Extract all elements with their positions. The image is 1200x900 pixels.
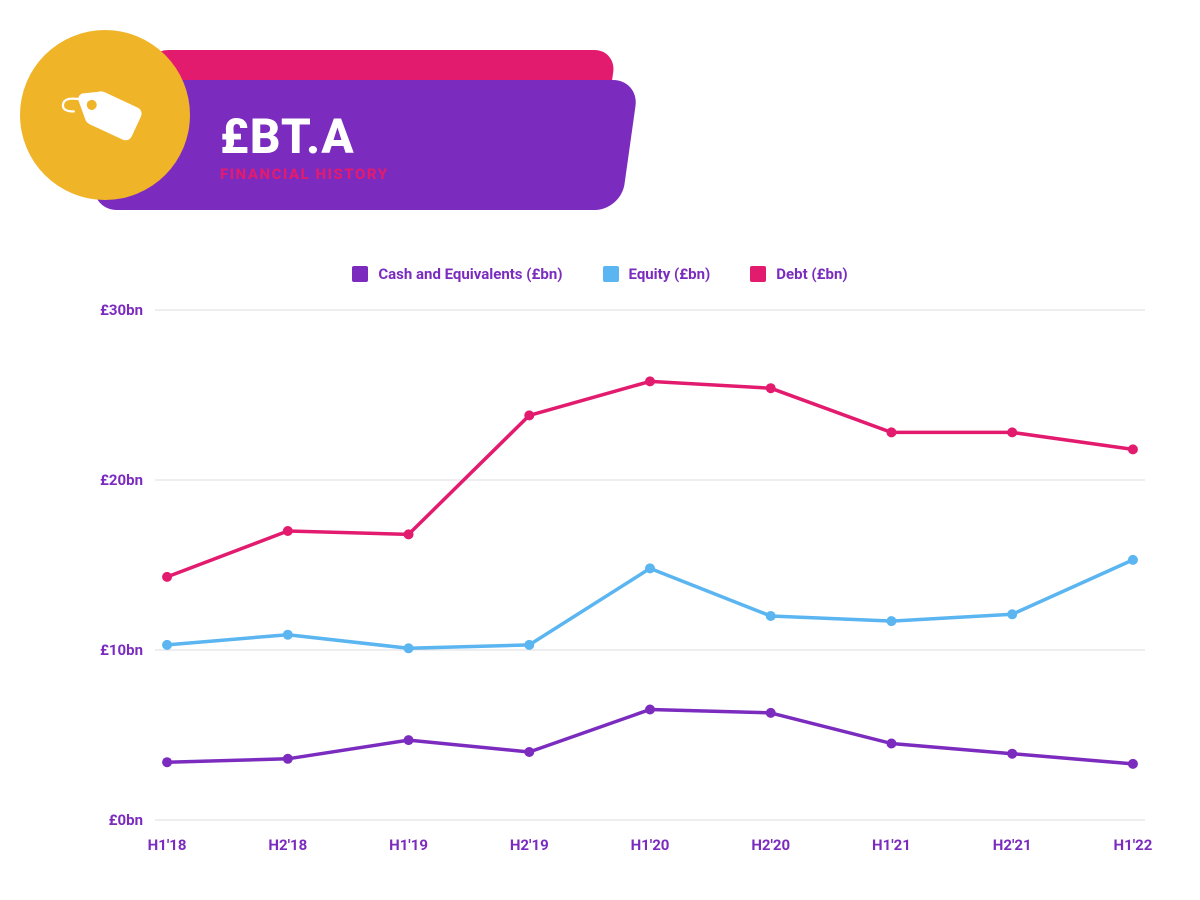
series-marker <box>524 747 534 757</box>
series-marker <box>766 708 776 718</box>
series-marker <box>1007 609 1017 619</box>
series-marker <box>524 640 534 650</box>
banner-subtitle: FINANCIAL HISTORY <box>220 165 590 183</box>
series-line <box>167 710 1133 764</box>
ticker-symbol: £BT.A <box>220 108 590 165</box>
legend-item: Debt (£bn) <box>750 265 847 283</box>
series-marker <box>1128 759 1138 769</box>
x-axis-label: H1'19 <box>389 836 428 854</box>
series-marker <box>283 754 293 764</box>
series-marker <box>886 739 896 749</box>
y-axis-label: £10bn <box>100 641 143 659</box>
chart-svg: £0bn £10bn £20bn £30bn H1'18 H2'18 H1'19 H2'19 H… <box>85 300 1165 860</box>
series-marker <box>283 630 293 640</box>
tag-icon <box>55 65 155 165</box>
x-axis-label: H1'18 <box>148 836 187 854</box>
series-marker <box>1128 555 1138 565</box>
series-marker <box>645 705 655 715</box>
x-axis-label: H1'20 <box>631 836 670 854</box>
series-marker <box>645 376 655 386</box>
series-marker <box>404 735 414 745</box>
x-axis-label: H1'22 <box>1114 836 1153 854</box>
tag-icon-badge <box>20 30 190 200</box>
x-axis-label: H2'19 <box>510 836 549 854</box>
y-axis-label: £30bn <box>100 301 143 319</box>
legend-label: Equity (£bn) <box>629 265 711 283</box>
legend-label: Debt (£bn) <box>776 265 847 283</box>
series-marker <box>1128 444 1138 454</box>
chart-legend: Cash and Equivalents (£bn) Equity (£bn) De… <box>0 265 1200 283</box>
series-marker <box>404 643 414 653</box>
y-axis-label: £0bn <box>109 811 143 829</box>
legend-item: Equity (£bn) <box>603 265 711 283</box>
legend-label: Cash and Equivalents (£bn) <box>378 265 562 283</box>
header-banner: £BT.A FINANCIAL HISTORY <box>100 30 660 220</box>
series-marker <box>162 757 172 767</box>
financial-history-chart: £0bn £10bn £20bn £30bn H1'18 H2'18 H1'19 H2'19 H… <box>85 300 1165 860</box>
series-marker <box>766 611 776 621</box>
legend-swatch <box>352 266 368 282</box>
legend-swatch <box>603 266 619 282</box>
series-marker <box>162 572 172 582</box>
legend-swatch <box>750 266 766 282</box>
series-marker <box>1007 427 1017 437</box>
series-marker <box>162 640 172 650</box>
x-axis-label: H2'21 <box>993 836 1032 854</box>
series-marker <box>886 427 896 437</box>
series-line <box>167 381 1133 577</box>
x-axis-label: H2'18 <box>268 836 307 854</box>
series-marker <box>1007 749 1017 759</box>
legend-item: Cash and Equivalents (£bn) <box>352 265 562 283</box>
series-marker <box>645 563 655 573</box>
x-axis-label: H2'20 <box>751 836 790 854</box>
series-marker <box>886 616 896 626</box>
series-marker <box>283 526 293 536</box>
series-marker <box>404 529 414 539</box>
x-axis-label: H1'21 <box>872 836 911 854</box>
y-axis-label: £20bn <box>100 471 143 489</box>
series-marker <box>766 383 776 393</box>
series-marker <box>524 410 534 420</box>
